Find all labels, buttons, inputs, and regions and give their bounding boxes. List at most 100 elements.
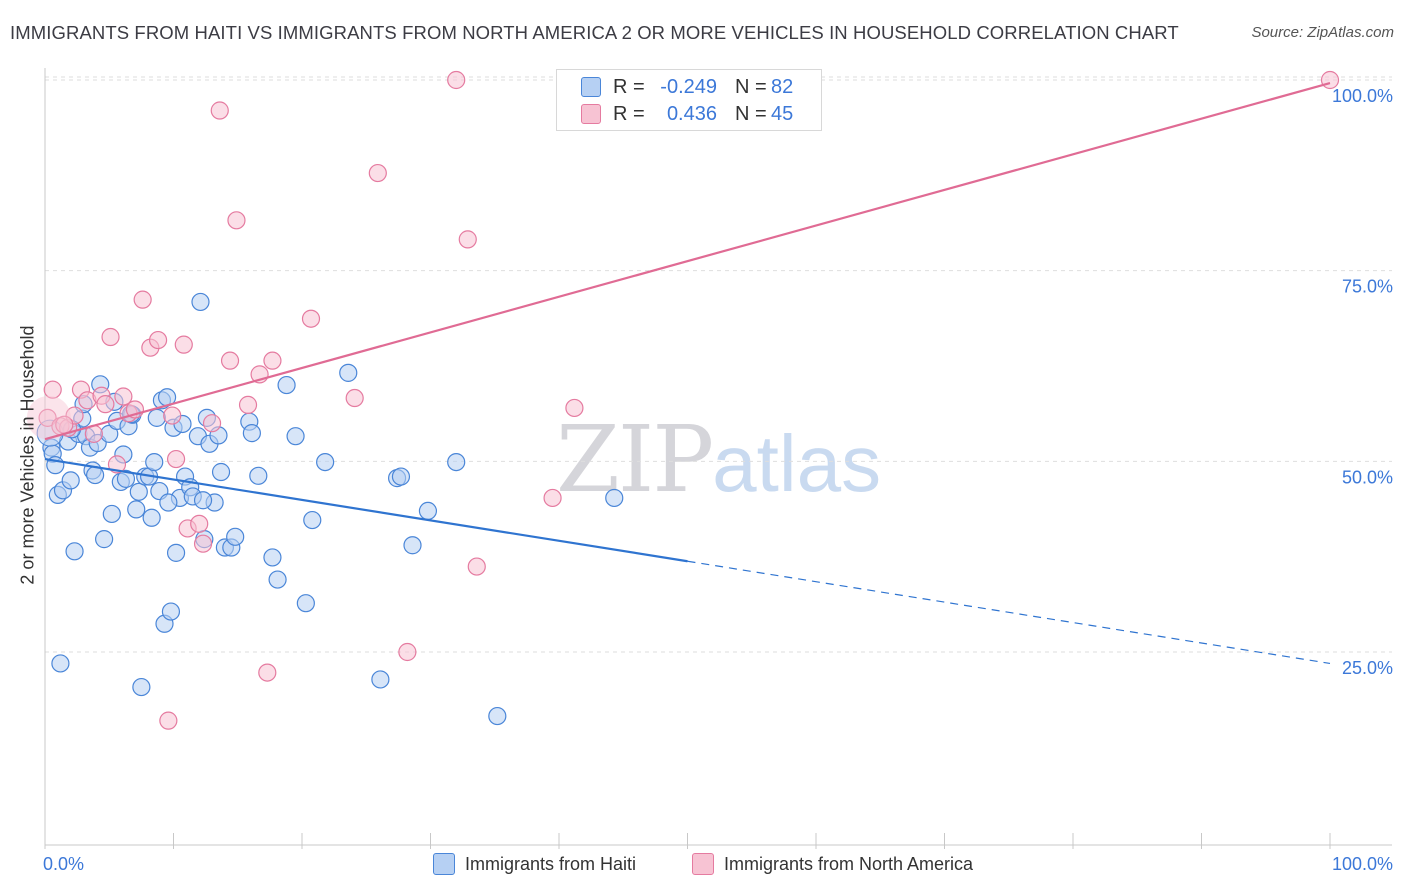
north-america-point <box>107 455 127 474</box>
correlation-legend: R = -0.249 N = 82 R = 0.436 N = 45 <box>556 69 822 131</box>
haiti-point <box>147 408 166 427</box>
north-america-point <box>133 290 152 309</box>
haiti-r-value: -0.249 <box>660 75 717 98</box>
north-america-point <box>163 406 182 425</box>
north-america-point <box>190 514 209 533</box>
chart-title: IMMIGRANTS FROM HAITI VS IMMIGRANTS FROM… <box>10 22 1179 43</box>
haiti-point <box>242 424 261 443</box>
north-america-point <box>148 330 168 350</box>
haiti-point <box>86 465 105 485</box>
haiti-point <box>211 462 231 482</box>
haiti-trend-extension <box>687 560 1331 665</box>
x-tick-label-min: 0.0% <box>43 854 84 874</box>
haiti-point <box>391 467 411 486</box>
bottom-legend-haiti: Immigrants from Haiti <box>433 852 636 876</box>
y-tick-label: 100.0% <box>1332 86 1393 106</box>
north-america-point <box>345 388 364 408</box>
haiti-point <box>418 501 438 521</box>
haiti-point <box>61 471 80 490</box>
haiti-point <box>142 508 161 527</box>
haiti-swatch <box>581 77 601 97</box>
haiti-point <box>159 493 178 512</box>
haiti-point <box>296 594 315 613</box>
haiti-point <box>226 527 245 546</box>
haiti-point <box>263 548 282 567</box>
haiti-point <box>166 543 186 562</box>
haiti-point <box>277 375 296 395</box>
north-america-point <box>96 395 115 414</box>
bottom-haiti-label: Immigrants from Haiti <box>465 853 637 874</box>
north-america-point <box>43 380 62 399</box>
haiti-point <box>132 677 151 697</box>
north-america-trend-line <box>44 81 1331 441</box>
north-america-point <box>543 488 562 508</box>
y-tick-label: 75.0% <box>1342 277 1393 297</box>
legend-row-north-america: R = 0.436 N = 45 <box>581 101 793 127</box>
haiti-point <box>316 452 335 472</box>
north-america-point <box>220 351 240 370</box>
haiti-point <box>102 504 121 524</box>
haiti-point <box>129 482 148 501</box>
watermark-zip: ZIP <box>556 406 714 513</box>
north-america-point <box>114 387 133 406</box>
north-america-point <box>258 663 277 682</box>
haiti-point <box>286 427 305 446</box>
haiti-n-label: N = <box>735 75 767 98</box>
y-tick-label: 25.0% <box>1342 658 1393 678</box>
north-america-point <box>301 309 321 328</box>
north-america-r-value: 0.436 <box>666 102 717 125</box>
haiti-point <box>65 542 84 561</box>
north-america-n-label: N = <box>735 102 767 125</box>
bottom-north-america-label: Immigrants from North America <box>724 853 974 874</box>
tick-labels: 25.0% 50.0% 75.0% 100.0% 0.0% 100.0% <box>43 86 1393 874</box>
watermark: ZIPatlas <box>556 406 881 513</box>
source-label: Source: ZipAtlas.com <box>1251 24 1394 41</box>
north-america-points <box>26 70 1340 730</box>
north-america-point <box>238 395 258 414</box>
axes <box>44 68 1392 849</box>
north-america-point <box>174 335 193 354</box>
haiti-point <box>403 536 422 555</box>
haiti-point <box>339 363 358 382</box>
haiti-point <box>95 530 114 549</box>
north-america-point <box>166 449 186 469</box>
north-america-point <box>467 557 486 576</box>
north-america-point <box>101 327 120 347</box>
north-america-point <box>398 642 417 662</box>
y-axis-label: 2 or more Vehicles in Household <box>17 325 38 585</box>
bottom-north-america-swatch <box>692 853 714 875</box>
north-america-large-point <box>26 395 71 440</box>
haiti-point <box>371 670 390 689</box>
haiti-point <box>268 570 287 589</box>
north-america-point <box>565 398 584 418</box>
haiti-points <box>36 292 624 726</box>
haiti-point <box>145 452 164 472</box>
haiti-point <box>51 654 70 673</box>
trend-lines <box>44 81 1331 665</box>
haiti-point <box>303 510 322 530</box>
north-america-point <box>202 414 222 433</box>
bottom-haiti-swatch <box>433 853 455 875</box>
north-america-n-value: 45 <box>771 102 794 125</box>
north-america-point <box>263 351 282 370</box>
north-america-r-label: R = <box>613 102 645 125</box>
y-tick-label: 50.0% <box>1342 467 1393 487</box>
legend-row-haiti: R = -0.249 N = 82 <box>581 74 793 100</box>
haiti-point <box>116 469 136 488</box>
north-america-point <box>210 101 229 120</box>
haiti-r-label: R = <box>613 75 645 98</box>
haiti-point <box>193 491 213 510</box>
north-america-point <box>38 408 57 427</box>
north-america-point <box>227 211 246 230</box>
x-tick-label-max: 100.0% <box>1332 854 1393 874</box>
haiti-point <box>488 706 507 726</box>
haiti-point <box>127 500 146 519</box>
north-america-point <box>193 534 213 553</box>
bottom-legend-north-america: Immigrants from North America <box>692 852 973 876</box>
haiti-point <box>161 602 181 621</box>
north-america-point <box>159 711 178 730</box>
haiti-point <box>605 488 624 508</box>
haiti-point <box>191 292 210 312</box>
watermark-atlas: atlas <box>712 419 882 508</box>
